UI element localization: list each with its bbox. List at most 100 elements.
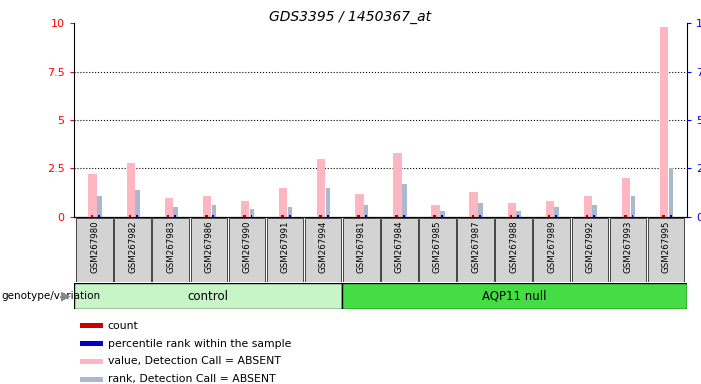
Bar [327, 215, 329, 217]
Bar [173, 207, 178, 217]
Text: GSM267993: GSM267993 [623, 220, 632, 273]
Bar [80, 359, 103, 364]
Bar [135, 190, 140, 217]
Bar [648, 218, 684, 282]
Bar [662, 215, 665, 217]
Bar [669, 169, 673, 217]
Bar [624, 215, 627, 217]
Text: value, Detection Call = ABSENT: value, Detection Call = ABSENT [108, 356, 280, 366]
Bar [279, 188, 287, 217]
Text: GSM267988: GSM267988 [509, 220, 518, 273]
Bar [510, 215, 512, 217]
Bar [250, 215, 252, 217]
Bar [554, 207, 559, 217]
Bar [433, 215, 436, 217]
Text: GDS3395 / 1450367_at: GDS3395 / 1450367_at [269, 10, 432, 23]
Bar [631, 195, 635, 217]
Bar [317, 159, 325, 217]
Bar [381, 218, 418, 282]
Bar [80, 341, 103, 346]
Bar [243, 215, 245, 217]
Bar [152, 218, 189, 282]
Text: GSM267985: GSM267985 [433, 220, 442, 273]
Bar [547, 215, 550, 217]
Bar [342, 283, 687, 309]
Bar [191, 218, 227, 282]
Bar [74, 283, 342, 309]
Bar [660, 27, 668, 217]
Bar [76, 218, 113, 282]
Bar [80, 323, 103, 328]
Text: percentile rank within the sample: percentile rank within the sample [108, 339, 291, 349]
Bar [622, 178, 630, 217]
Bar [431, 205, 440, 217]
Bar [419, 218, 456, 282]
Text: GSM267992: GSM267992 [585, 220, 594, 273]
Text: genotype/variation: genotype/variation [1, 291, 100, 301]
Bar [167, 215, 170, 217]
Bar [403, 215, 405, 217]
Text: GSM267986: GSM267986 [205, 220, 213, 273]
Bar [165, 198, 173, 217]
Bar [571, 218, 608, 282]
Bar [88, 174, 97, 217]
Bar [545, 202, 554, 217]
Bar [517, 211, 521, 217]
Bar [80, 377, 103, 382]
Bar [478, 204, 483, 217]
Bar [472, 215, 474, 217]
Bar [610, 218, 646, 282]
Bar [343, 218, 379, 282]
Bar [508, 204, 516, 217]
Bar [364, 205, 369, 217]
Bar [393, 153, 402, 217]
Bar [319, 215, 322, 217]
Bar [287, 207, 292, 217]
Bar [402, 184, 407, 217]
Text: GSM267991: GSM267991 [280, 220, 290, 273]
Text: GSM267982: GSM267982 [128, 220, 137, 273]
Bar [203, 195, 211, 217]
Bar [669, 215, 672, 217]
Bar [241, 202, 250, 217]
Bar [358, 215, 360, 217]
Text: rank, Detection Call = ABSENT: rank, Detection Call = ABSENT [108, 374, 275, 384]
Bar [97, 195, 102, 217]
Bar [289, 215, 291, 217]
Text: ▶: ▶ [60, 290, 70, 303]
Text: GSM267989: GSM267989 [547, 220, 556, 273]
Text: GSM267984: GSM267984 [395, 220, 404, 273]
Text: AQP11 null: AQP11 null [482, 290, 547, 303]
Bar [440, 211, 444, 217]
Bar [127, 163, 135, 217]
Bar [212, 215, 215, 217]
Bar [395, 215, 398, 217]
Bar [517, 215, 519, 217]
Bar [114, 218, 151, 282]
Bar [205, 215, 207, 217]
Bar [129, 215, 131, 217]
Text: GSM267994: GSM267994 [319, 220, 327, 273]
Bar [326, 188, 330, 217]
Text: GSM267980: GSM267980 [90, 220, 99, 273]
Text: GSM267981: GSM267981 [357, 220, 366, 273]
Bar [250, 209, 254, 217]
Bar [457, 218, 494, 282]
Bar [175, 215, 176, 217]
Bar [594, 215, 595, 217]
Bar [267, 218, 304, 282]
Text: GSM267990: GSM267990 [243, 220, 252, 273]
Bar [632, 215, 634, 217]
Bar [592, 205, 597, 217]
Bar [136, 215, 138, 217]
Bar [281, 215, 284, 217]
Bar [355, 194, 364, 217]
Bar [533, 218, 570, 282]
Bar [470, 192, 478, 217]
Bar [586, 215, 589, 217]
Bar [212, 205, 216, 217]
Bar [479, 215, 481, 217]
Bar [496, 218, 532, 282]
Bar [441, 215, 443, 217]
Text: count: count [108, 321, 138, 331]
